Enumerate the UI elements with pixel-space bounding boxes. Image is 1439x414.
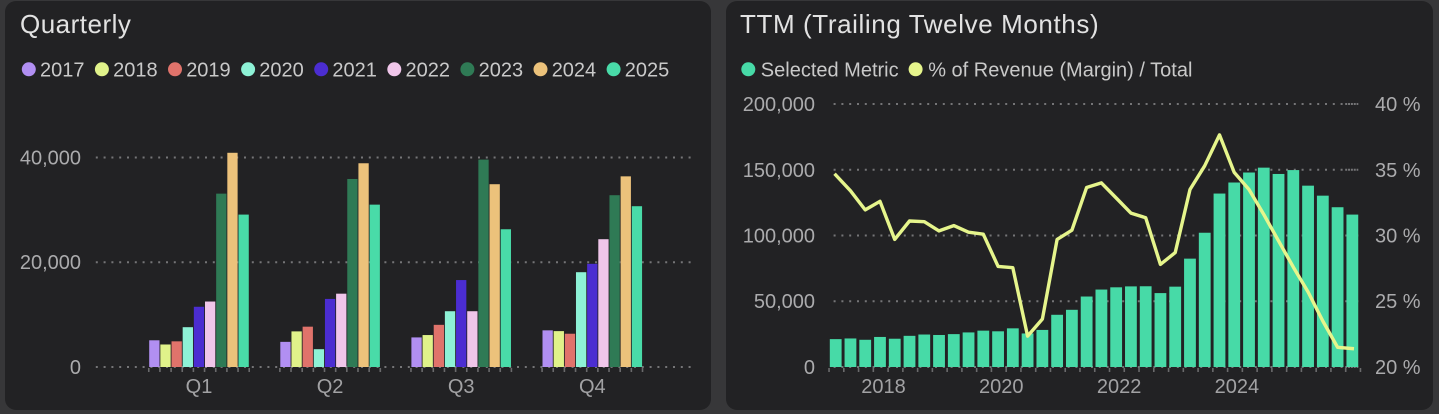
svg-text:40,000: 40,000 — [20, 148, 81, 170]
svg-text:Selected Metric: Selected Metric — [761, 59, 899, 81]
svg-text:50,000: 50,000 — [754, 291, 815, 313]
svg-text:2022: 2022 — [406, 59, 451, 81]
svg-text:2020: 2020 — [259, 59, 304, 81]
svg-text:2024: 2024 — [1215, 376, 1260, 398]
svg-text:Q3: Q3 — [448, 376, 475, 398]
svg-text:TTM (Trailing Twelve Months): TTM (Trailing Twelve Months) — [740, 9, 1099, 39]
svg-text:40 %: 40 % — [1375, 94, 1421, 116]
svg-text:Q4: Q4 — [579, 376, 606, 398]
svg-text:0: 0 — [804, 357, 815, 379]
svg-text:2021: 2021 — [332, 59, 377, 81]
svg-text:20 %: 20 % — [1375, 357, 1421, 379]
svg-text:% of Revenue (Margin) / Total: % of Revenue (Margin) / Total — [928, 59, 1192, 81]
svg-text:2018: 2018 — [113, 59, 158, 81]
svg-text:2017: 2017 — [40, 59, 85, 81]
svg-text:0: 0 — [70, 357, 81, 379]
svg-text:20,000: 20,000 — [20, 252, 81, 274]
svg-text:2022: 2022 — [1097, 376, 1142, 398]
svg-text:35 %: 35 % — [1375, 160, 1421, 182]
svg-text:100,000: 100,000 — [743, 226, 815, 248]
svg-text:30 %: 30 % — [1375, 226, 1421, 248]
svg-text:Q2: Q2 — [317, 376, 344, 398]
svg-text:2024: 2024 — [552, 59, 597, 81]
svg-text:2020: 2020 — [979, 376, 1024, 398]
svg-text:2023: 2023 — [479, 59, 523, 81]
svg-text:Quarterly: Quarterly — [20, 9, 131, 39]
svg-text:Q1: Q1 — [186, 376, 213, 398]
svg-text:2018: 2018 — [861, 376, 906, 398]
svg-text:150,000: 150,000 — [743, 160, 815, 182]
svg-text:200,000: 200,000 — [743, 94, 815, 116]
svg-text:2025: 2025 — [625, 59, 670, 81]
svg-text:25 %: 25 % — [1375, 291, 1421, 313]
svg-text:2019: 2019 — [186, 59, 231, 81]
